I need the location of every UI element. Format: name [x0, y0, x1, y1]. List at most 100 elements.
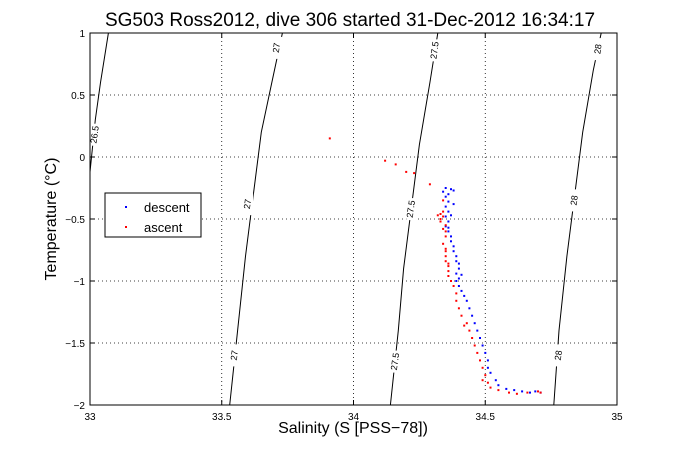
point-ascent	[486, 381, 489, 384]
point-descent	[457, 262, 460, 265]
point-ascent	[484, 374, 487, 377]
point-descent	[481, 344, 484, 347]
point-descent	[534, 390, 537, 393]
point-ascent	[455, 292, 458, 295]
point-ascent	[447, 265, 450, 268]
point-descent	[521, 390, 524, 393]
point-descent	[457, 267, 460, 270]
y-tick-label: 1	[79, 29, 85, 40]
point-descent	[486, 359, 489, 362]
density-contour-label: 27	[229, 350, 240, 361]
point-ascent	[447, 270, 450, 273]
point-descent	[476, 329, 479, 332]
point-descent	[505, 387, 508, 390]
point-ascent	[457, 307, 460, 310]
point-descent	[471, 314, 474, 317]
point-descent	[455, 280, 458, 282]
density-contours: 26.5 27 27 27 27.5 27.5 27.5 28 28 28	[88, 32, 604, 406]
point-ascent	[439, 213, 442, 215]
point-descent	[497, 384, 500, 387]
density-contour-line	[229, 32, 283, 406]
density-contour-label: 27.5	[428, 41, 440, 60]
point-ascent	[405, 170, 408, 173]
x-tick-label: 34	[348, 412, 360, 423]
point-ascent	[447, 262, 450, 265]
point-ascent	[463, 324, 466, 327]
point-ascent	[465, 322, 468, 325]
point-ascent	[481, 379, 484, 382]
point-ascent	[455, 299, 458, 302]
density-contour-label-bg	[90, 123, 101, 146]
point-descent	[447, 226, 450, 229]
point-descent	[447, 200, 450, 203]
point-ascent	[442, 227, 445, 230]
point-descent	[447, 220, 450, 223]
point-ascent	[442, 215, 445, 218]
data-points	[328, 137, 542, 395]
point-ascent	[452, 285, 455, 287]
point-descent	[455, 260, 458, 263]
point-descent	[444, 195, 447, 198]
chart-title: SG503 Ross2012, dive 306 started 31-Dec-…	[105, 10, 595, 31]
density-contour-label-bg	[390, 350, 401, 373]
point-descent	[460, 273, 463, 276]
point-ascent	[481, 366, 484, 369]
point-ascent	[436, 214, 439, 217]
point-descent	[450, 240, 452, 243]
density-contour-label: 27	[271, 42, 282, 53]
x-tick-label: 34.5	[476, 412, 496, 423]
point-descent	[489, 371, 492, 374]
point-ascent	[444, 250, 447, 253]
point-descent	[457, 277, 460, 280]
point-descent	[455, 255, 458, 258]
density-contour-label-bg	[554, 344, 565, 367]
point-ascent	[471, 337, 474, 339]
point-descent	[452, 245, 455, 248]
point-ascent	[537, 390, 539, 393]
y-tick-label: −2	[74, 401, 86, 412]
point-ascent	[450, 280, 452, 282]
point-descent	[473, 322, 476, 325]
point-descent	[450, 214, 452, 217]
x-tick-label: 33	[84, 412, 96, 423]
legend: descent ascent	[104, 192, 202, 238]
point-ascent	[413, 172, 416, 175]
point-ascent	[394, 163, 397, 166]
point-descent	[513, 389, 516, 392]
point-ascent	[468, 329, 471, 332]
point-descent	[479, 337, 481, 339]
density-contour-label: 27.5	[405, 200, 417, 219]
point-ascent	[442, 242, 445, 245]
legend-marker-ascent	[125, 226, 127, 228]
point-ascent	[444, 235, 447, 238]
point-descent	[444, 225, 447, 228]
density-contour-label: 28	[592, 43, 603, 54]
point-descent	[452, 250, 455, 253]
density-contour-label-bg	[229, 344, 240, 367]
point-descent	[450, 188, 452, 191]
point-descent	[468, 307, 471, 310]
point-ascent	[384, 159, 387, 162]
y-tick-label: −1.5	[65, 339, 85, 350]
density-contour-label-bg	[430, 39, 441, 62]
y-axis-label: Temperature (°C)	[43, 158, 60, 281]
density-contour-label: 27.5	[389, 352, 401, 371]
density-contour-label-bg	[272, 36, 283, 59]
y-tick-label: 0	[79, 153, 85, 164]
point-ascent	[473, 344, 476, 347]
point-ascent	[447, 275, 450, 277]
density-contour-label: 27	[242, 198, 253, 209]
point-ascent	[515, 392, 518, 395]
y-tick-label: 0.5	[71, 91, 85, 102]
x-tick-label: 35	[611, 412, 623, 423]
density-contour-line	[89, 32, 109, 172]
point-ascent	[428, 183, 431, 186]
point-descent	[447, 210, 450, 213]
point-descent	[452, 203, 455, 206]
point-descent	[460, 289, 463, 292]
point-ascent	[444, 247, 447, 250]
density-contour-label-bg	[406, 198, 417, 221]
point-ascent	[442, 210, 445, 213]
point-descent	[457, 285, 460, 287]
